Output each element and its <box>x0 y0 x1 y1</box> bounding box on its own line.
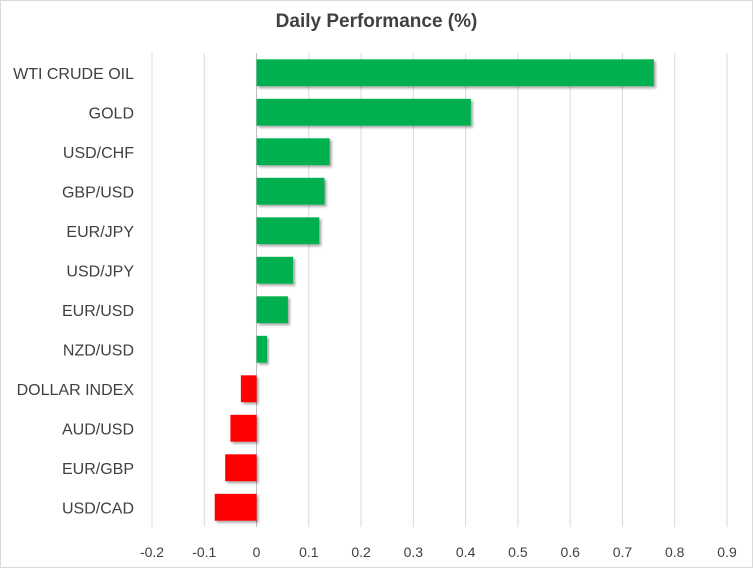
category-labels: WTI CRUDE OIL GOLD USD/CHF GBP/USD EUR/JPY US… <box>13 66 134 518</box>
category-label: USD/CHF <box>63 145 134 162</box>
bar-aud-usd <box>230 414 257 442</box>
bar-usd-jpy <box>256 256 294 284</box>
bar-eur-gbp <box>225 454 257 482</box>
x-tick-label: 0.6 <box>560 544 580 560</box>
gridlines <box>151 53 728 527</box>
category-label: AUD/USD <box>62 421 134 438</box>
category-label: GOLD <box>89 105 134 122</box>
category-label: DOLLAR INDEX <box>17 382 135 399</box>
x-tick-label: 0.4 <box>456 544 476 560</box>
x-tick-label: 0.2 <box>351 544 371 560</box>
category-label: EUR/JPY <box>66 224 134 241</box>
x-tick-label: 0.5 <box>508 544 528 560</box>
category-label: USD/CAD <box>62 500 134 517</box>
category-label: GBP/USD <box>62 184 134 201</box>
bar-eur-usd <box>256 296 288 324</box>
x-tick-label: 0 <box>253 544 261 560</box>
x-tick-label: 0.3 <box>404 544 424 560</box>
bar-wti-crude-oil <box>256 59 654 87</box>
x-tick-label: -0.2 <box>140 544 164 560</box>
x-tick-label: -0.1 <box>192 544 216 560</box>
chart-title: Daily Performance (%) <box>275 11 478 32</box>
bar-gold <box>256 98 471 126</box>
bar-nzd-usd <box>256 335 267 363</box>
bar-dollar-index <box>240 375 257 403</box>
category-label: NZD/USD <box>63 342 134 359</box>
category-label: EUR/GBP <box>62 461 134 478</box>
category-label: USD/JPY <box>66 263 134 280</box>
bars <box>214 59 654 521</box>
bar-eur-jpy <box>256 217 320 245</box>
x-tick-label: 0.9 <box>717 544 737 560</box>
bar-usd-chf <box>256 138 330 166</box>
x-tick-label: 0.1 <box>299 544 319 560</box>
x-tick-label: 0.7 <box>613 544 633 560</box>
bar-gbp-usd <box>256 177 325 205</box>
x-axis-tick-labels: -0.2 -0.1 0 0.1 0.2 0.3 0.4 0.5 0.6 0.7 0.8 0.9 <box>140 544 737 560</box>
x-tick-label: 0.8 <box>665 544 685 560</box>
bar-usd-cad <box>214 493 257 521</box>
category-label: WTI CRUDE OIL <box>13 66 134 83</box>
category-label: EUR/USD <box>62 303 134 320</box>
